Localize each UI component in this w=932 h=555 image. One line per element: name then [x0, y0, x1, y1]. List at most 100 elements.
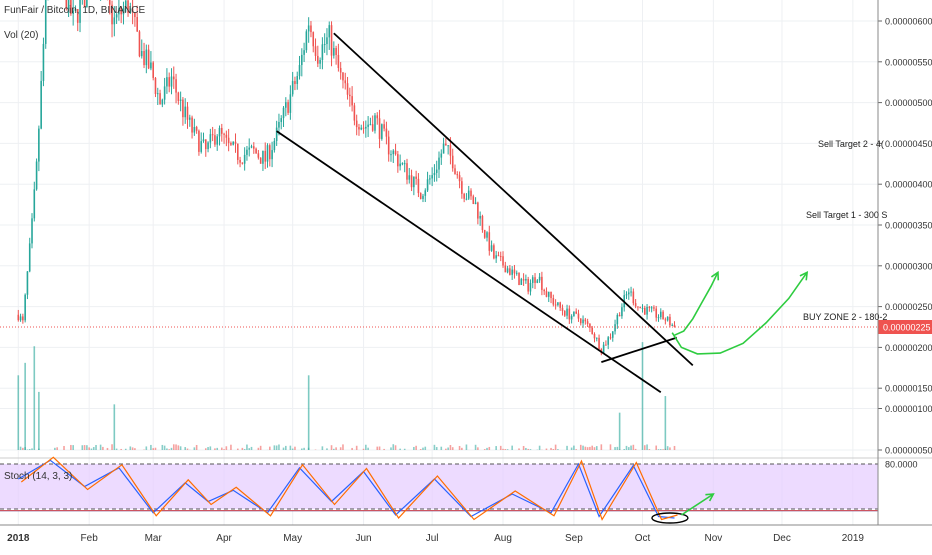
x-tick-label: Jul [426, 533, 439, 544]
y-tick-label: 0.00000450 [885, 139, 932, 149]
candle-body [258, 153, 260, 157]
candle-body [187, 107, 189, 120]
candle-body [498, 255, 500, 256]
volume-bar [489, 447, 491, 450]
volume-bar [626, 446, 628, 450]
candle-body [392, 151, 394, 155]
candle-body [271, 150, 273, 159]
volume-bar [527, 449, 529, 450]
candle-body [43, 44, 45, 81]
candle-body [31, 218, 33, 243]
candle-body [443, 144, 445, 154]
y-tick-label: 0.00000300 [885, 261, 932, 271]
candle-body [669, 317, 671, 326]
candle-body [20, 316, 22, 320]
projection-arrow-1 [675, 272, 718, 335]
x-tick-label: Apr [216, 533, 232, 544]
candle-body [24, 295, 26, 321]
volume-bar [617, 447, 619, 450]
volume-bar [601, 444, 603, 450]
candle-body [594, 334, 596, 338]
volume-bar [502, 449, 504, 450]
volume-bar [120, 449, 122, 450]
candle-body [626, 294, 628, 295]
volume-bar [557, 449, 559, 450]
volume-bar [72, 445, 74, 450]
volume-bar [466, 444, 468, 450]
candle-body [264, 151, 266, 162]
candle-body [141, 51, 143, 56]
candle-body [301, 55, 303, 65]
candle-body [500, 256, 502, 257]
candle-body [548, 292, 550, 297]
candle-body [621, 307, 623, 316]
candle-body [397, 154, 399, 166]
candle-body [168, 77, 170, 86]
candle-body [518, 273, 520, 285]
volume-bar [571, 448, 573, 450]
volume-bar [614, 447, 616, 450]
volume-bar [525, 448, 527, 450]
volume-bar [168, 449, 170, 450]
volume-bar [31, 448, 33, 450]
candle-body [360, 128, 362, 130]
candle-body [157, 93, 159, 94]
candle-body [564, 311, 566, 316]
volume-bar [242, 448, 244, 450]
volume-bar [111, 444, 113, 450]
y-tick-label: 0.00000500 [885, 98, 932, 108]
volume-bar [294, 447, 296, 450]
volume-bar [461, 448, 463, 450]
candle-body [612, 331, 614, 337]
volume-bar [505, 449, 507, 450]
volume-bar [244, 449, 246, 450]
candle-body [470, 191, 472, 197]
candle-body [637, 306, 639, 307]
candle-body [40, 81, 42, 129]
x-tick-label: Aug [494, 533, 512, 544]
candle-body [191, 118, 193, 133]
volume-spike [665, 396, 667, 450]
candle-body [537, 280, 539, 283]
candle-body [543, 290, 545, 291]
candle-body [310, 25, 312, 32]
volume-bar [424, 447, 426, 450]
candle-body [532, 277, 534, 283]
candle-body [376, 115, 378, 118]
volume-bar [152, 448, 154, 450]
last-price-label: 0.00000225 [883, 323, 931, 333]
candle-body [338, 55, 340, 68]
candle-body [660, 312, 662, 317]
volume-spike [619, 413, 621, 450]
candle-body [340, 68, 342, 73]
candle-body [507, 268, 509, 272]
candle-body [587, 321, 589, 324]
volume-bar [22, 448, 24, 450]
candle-body [468, 191, 470, 199]
y-tick-label: 0.00000600 [885, 17, 932, 27]
volume-bar [582, 446, 584, 450]
candle-body [472, 196, 474, 204]
candle-body [164, 86, 166, 99]
candle-body [335, 48, 337, 55]
candle-body [162, 100, 164, 105]
symbol-legend: FunFair / Bitcoin, 1D, BINANCE [4, 5, 145, 16]
volume-bar [237, 449, 239, 450]
candle-body [260, 158, 262, 164]
candle-body [658, 317, 660, 318]
volume-bar [415, 446, 417, 450]
volume-spike [308, 375, 310, 450]
buy-zone-2-label: BUY ZONE 2 - 180-2 [803, 312, 887, 322]
candle-body [269, 145, 271, 159]
candle-body [541, 277, 543, 290]
candle-body [580, 319, 582, 324]
candle-body [447, 145, 449, 146]
candle-body [671, 325, 673, 326]
candle-body [456, 174, 458, 175]
candle-body [328, 25, 330, 37]
candle-body [406, 163, 408, 180]
candle-body [486, 232, 488, 237]
candle-body [22, 316, 24, 320]
candle-body [235, 142, 237, 144]
candle-body [475, 203, 477, 204]
